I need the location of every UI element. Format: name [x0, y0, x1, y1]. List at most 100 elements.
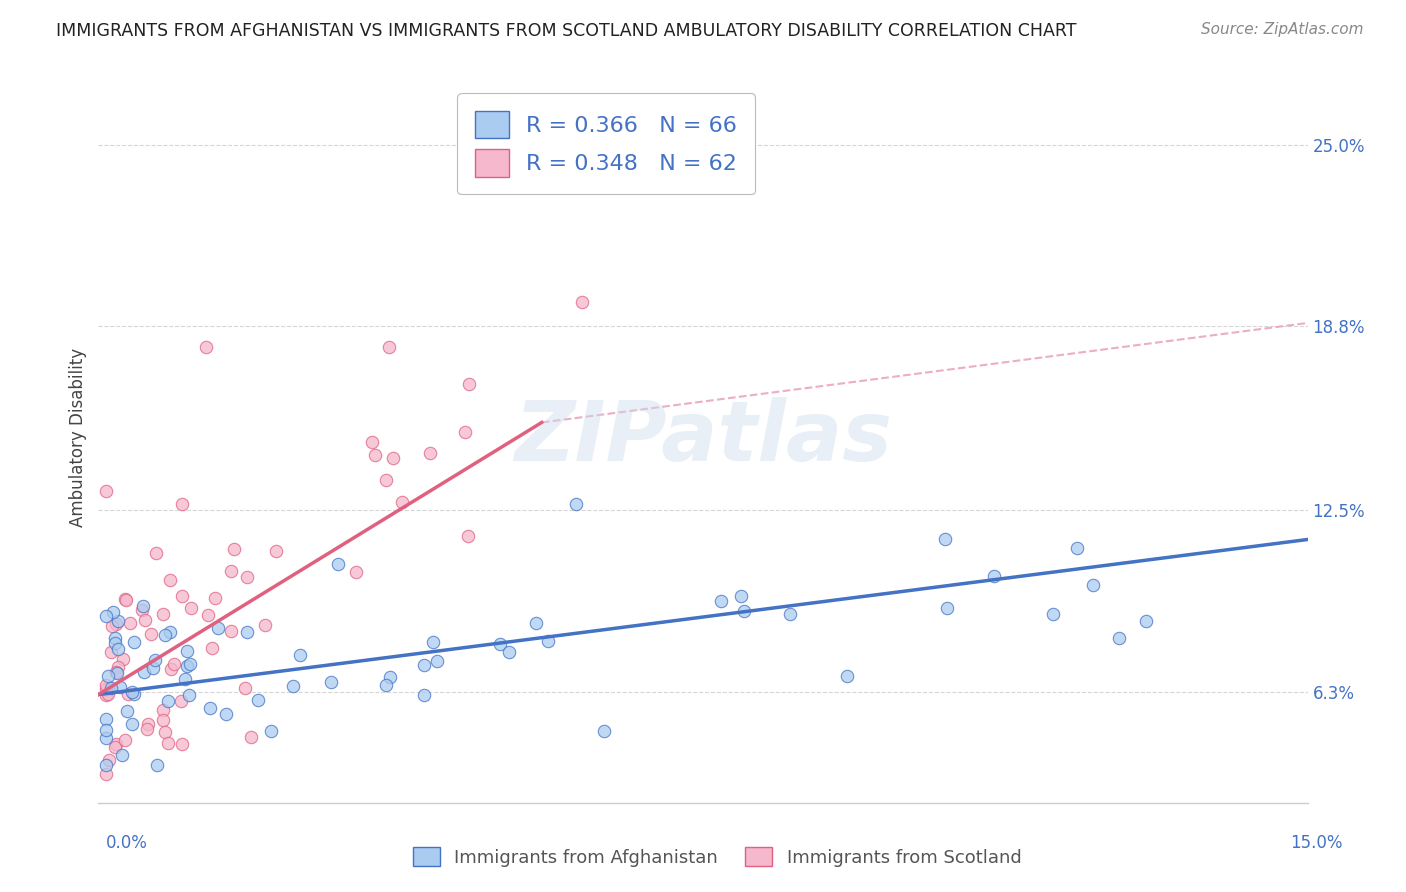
Point: [101, 605, 124, 619]
Point: [96, 723, 118, 738]
Point: [1108, 631, 1130, 645]
Point: [117, 705, 139, 719]
Point: [176, 658, 198, 673]
Point: [378, 671, 401, 685]
Point: [105, 737, 128, 751]
Point: [375, 474, 398, 488]
Point: [281, 679, 304, 693]
Text: IMMIGRANTS FROM AFGHANISTAN VS IMMIGRANTS FROM SCOTLAND AMBULATORY DISABILITY CO: IMMIGRANTS FROM AFGHANISTAN VS IMMIGRANT…: [56, 22, 1077, 40]
Point: [710, 594, 733, 608]
Point: [114, 591, 136, 606]
Point: [96, 608, 118, 623]
Point: [219, 624, 242, 638]
Point: [177, 688, 200, 702]
Point: [571, 295, 593, 310]
Point: [197, 607, 219, 622]
Point: [105, 666, 128, 681]
Point: [100, 681, 122, 695]
Point: [419, 446, 441, 460]
Point: [104, 636, 127, 650]
Point: [498, 645, 520, 659]
Point: [565, 497, 588, 511]
Text: ZIPatlas: ZIPatlas: [515, 397, 891, 477]
Point: [172, 497, 194, 511]
Point: [1135, 615, 1157, 629]
Point: [319, 675, 342, 690]
Point: [114, 733, 136, 747]
Point: [108, 680, 131, 694]
Point: [266, 543, 288, 558]
Point: [107, 660, 129, 674]
Point: [176, 644, 198, 658]
Point: [122, 687, 145, 701]
Point: [96, 688, 118, 702]
Point: [96, 766, 118, 780]
Point: [344, 565, 367, 579]
Point: [143, 653, 166, 667]
Point: [835, 668, 858, 682]
Point: [363, 448, 385, 462]
Point: [146, 757, 169, 772]
Point: [97, 687, 120, 701]
Point: [240, 731, 263, 745]
Point: [361, 434, 384, 449]
Point: [104, 616, 127, 631]
Point: [112, 652, 135, 666]
Point: [131, 603, 153, 617]
Point: [153, 628, 176, 642]
Point: [233, 681, 256, 695]
Point: [489, 637, 512, 651]
Point: [118, 615, 141, 630]
Point: [524, 615, 547, 630]
Point: [733, 604, 755, 618]
Point: [422, 635, 444, 649]
Point: [593, 723, 616, 738]
Point: [236, 625, 259, 640]
Point: [110, 747, 132, 762]
Point: [131, 599, 153, 614]
Point: [207, 621, 229, 635]
Point: [219, 565, 242, 579]
Point: [426, 654, 449, 668]
Text: Source: ZipAtlas.com: Source: ZipAtlas.com: [1201, 22, 1364, 37]
Point: [145, 546, 167, 560]
Point: [155, 724, 177, 739]
Point: [326, 558, 349, 572]
Point: [121, 685, 143, 699]
Point: [195, 340, 218, 354]
Point: [537, 633, 560, 648]
Point: [1042, 607, 1064, 622]
Point: [779, 607, 801, 622]
Point: [159, 573, 181, 587]
Point: [170, 589, 193, 603]
Point: [96, 483, 118, 498]
Point: [152, 713, 174, 727]
Point: [170, 737, 193, 751]
Point: [136, 723, 159, 737]
Point: [139, 627, 162, 641]
Point: [115, 593, 138, 607]
Point: [260, 723, 283, 738]
Point: [215, 706, 238, 721]
Point: [134, 613, 156, 627]
Point: [132, 665, 155, 679]
Point: [117, 687, 139, 701]
Point: [105, 665, 128, 680]
Point: [100, 645, 122, 659]
Point: [934, 533, 956, 547]
Point: [96, 712, 118, 726]
Point: [201, 641, 224, 656]
Point: [412, 658, 434, 673]
Point: [236, 570, 259, 584]
Point: [160, 662, 183, 676]
Point: [375, 678, 398, 692]
Point: [174, 672, 197, 686]
Point: [457, 377, 479, 392]
Point: [457, 529, 479, 543]
Point: [107, 614, 129, 628]
Point: [180, 600, 202, 615]
Point: [413, 688, 436, 702]
Text: 15.0%: 15.0%: [1291, 834, 1343, 852]
Point: [247, 693, 270, 707]
Point: [136, 716, 159, 731]
